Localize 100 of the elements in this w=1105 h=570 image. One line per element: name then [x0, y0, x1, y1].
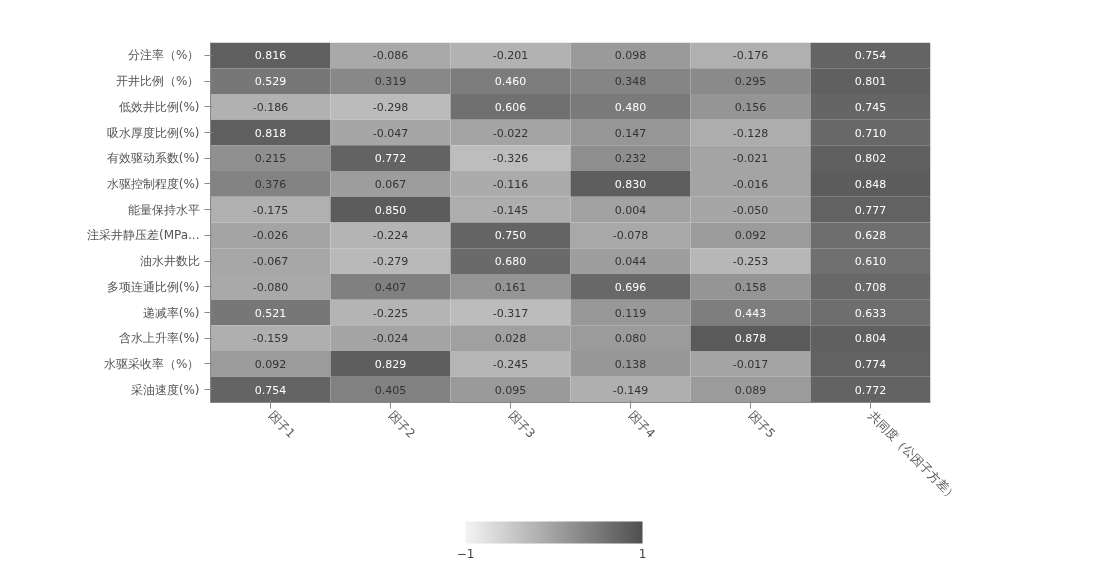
data-label: 0.348 — [614, 75, 647, 89]
y-tick-label: 含水上升率(%) — [118, 331, 200, 346]
x-tick-label: 共同度（公因子方差） — [865, 408, 961, 504]
data-label: 0.092 — [254, 357, 287, 371]
data-label: 0.521 — [254, 306, 287, 320]
data-label: -0.145 — [492, 203, 529, 217]
x-tick-label: 因子3 — [505, 408, 538, 441]
x-tick-label: 因子4 — [625, 408, 658, 441]
data-label: 0.696 — [614, 280, 647, 294]
data-label: -0.176 — [732, 49, 769, 63]
data-label: 0.801 — [854, 75, 887, 89]
data-label: -0.022 — [492, 126, 529, 140]
data-label: -0.017 — [732, 357, 769, 371]
data-label: 0.098 — [614, 49, 647, 63]
data-label: -0.080 — [252, 280, 289, 294]
data-label: 0.680 — [494, 255, 527, 269]
data-label: 0.004 — [614, 203, 647, 217]
data-label: 0.610 — [854, 255, 887, 269]
data-label: -0.159 — [252, 332, 289, 346]
data-label: 0.443 — [734, 306, 767, 320]
data-label: -0.253 — [732, 255, 769, 269]
y-tick-label: 采油速度(%) — [130, 382, 200, 397]
data-label: 0.092 — [734, 229, 767, 243]
data-label: 0.295 — [734, 75, 767, 89]
data-label: 0.080 — [614, 332, 647, 346]
y-tick-label: 开井比例（%） — [116, 74, 200, 89]
data-label: 0.376 — [254, 177, 287, 191]
data-label: -0.067 — [252, 255, 289, 269]
data-label: -0.317 — [492, 306, 529, 320]
data-label: 0.215 — [254, 152, 287, 166]
y-tick-label: 能量保持水平 — [127, 202, 200, 217]
data-label: -0.175 — [252, 203, 289, 217]
data-label: 0.816 — [254, 49, 287, 63]
data-label: 0.848 — [854, 177, 887, 191]
data-label: -0.086 — [372, 49, 409, 63]
data-label: 0.319 — [374, 75, 407, 89]
y-tick-label: 油水井数比 — [139, 254, 200, 269]
data-label: 0.095 — [494, 383, 527, 397]
data-label: 0.156 — [734, 100, 767, 114]
data-label: 0.777 — [854, 203, 887, 217]
data-label: 0.158 — [734, 280, 767, 294]
data-label: 0.606 — [494, 100, 527, 114]
data-label: 0.878 — [734, 332, 767, 346]
y-tick-label: 吸水厚度比例(%) — [106, 125, 200, 140]
data-label: 0.754 — [254, 383, 287, 397]
data-label: 0.804 — [854, 332, 887, 346]
data-label: 0.138 — [614, 357, 647, 371]
data-label: 0.829 — [374, 357, 407, 371]
data-label: 0.028 — [494, 332, 527, 346]
data-label: -0.225 — [372, 306, 409, 320]
y-tick-label: 水驱采收率（%） — [104, 356, 200, 371]
data-label: 0.772 — [854, 383, 887, 397]
data-label: 0.774 — [854, 357, 887, 371]
y-tick-label: 水驱控制程度(%) — [106, 176, 200, 191]
data-label: -0.201 — [492, 49, 529, 63]
data-label: -0.116 — [492, 177, 529, 191]
data-label: 0.772 — [374, 152, 407, 166]
data-label: 0.480 — [614, 100, 647, 114]
data-label: -0.224 — [372, 229, 409, 243]
data-label: 0.710 — [854, 126, 887, 140]
data-label: 0.750 — [494, 229, 527, 243]
data-label: 0.802 — [854, 152, 887, 166]
x-tick-label: 因子2 — [385, 408, 418, 441]
data-label: 0.161 — [494, 280, 527, 294]
data-label: -0.024 — [372, 332, 409, 346]
y-tick-label: 递减率(%) — [142, 305, 200, 320]
data-label: 0.405 — [374, 383, 407, 397]
data-label: 0.628 — [854, 229, 887, 243]
x-tick-label: 因子1 — [265, 408, 298, 441]
data-label: 0.147 — [614, 126, 647, 140]
data-label: -0.021 — [732, 152, 769, 166]
data-label: 0.708 — [854, 280, 887, 294]
data-label: -0.078 — [612, 229, 649, 243]
data-label: -0.326 — [492, 152, 529, 166]
data-label: 0.754 — [854, 49, 887, 63]
data-label: 0.460 — [494, 75, 527, 89]
data-label: 0.529 — [254, 75, 287, 89]
data-label: -0.149 — [612, 383, 649, 397]
y-tick-label: 注采井静压差(MPa... — [86, 228, 200, 243]
y-tick-label: 低效井比例(%) — [118, 99, 200, 114]
data-label: -0.050 — [732, 203, 769, 217]
data-label: 0.067 — [374, 177, 407, 191]
data-label: 0.818 — [254, 126, 287, 140]
data-label: -0.186 — [252, 100, 289, 114]
color-bar-label: −1 — [456, 546, 475, 561]
data-label: 0.119 — [614, 306, 647, 320]
data-label: 0.850 — [374, 203, 407, 217]
data-label: 0.089 — [734, 383, 767, 397]
color-bar-label: 1 — [638, 546, 647, 561]
x-tick-label: 因子5 — [745, 408, 778, 441]
data-label: -0.279 — [372, 255, 409, 269]
data-label: -0.016 — [732, 177, 769, 191]
y-tick-label: 有效驱动系数(%) — [106, 151, 200, 166]
data-label: -0.245 — [492, 357, 529, 371]
data-label: -0.026 — [252, 229, 289, 243]
data-label: 0.633 — [854, 306, 887, 320]
data-label: -0.298 — [372, 100, 409, 114]
data-label: 0.044 — [614, 255, 647, 269]
data-label: 0.407 — [374, 280, 407, 294]
data-label: 0.745 — [854, 100, 887, 114]
